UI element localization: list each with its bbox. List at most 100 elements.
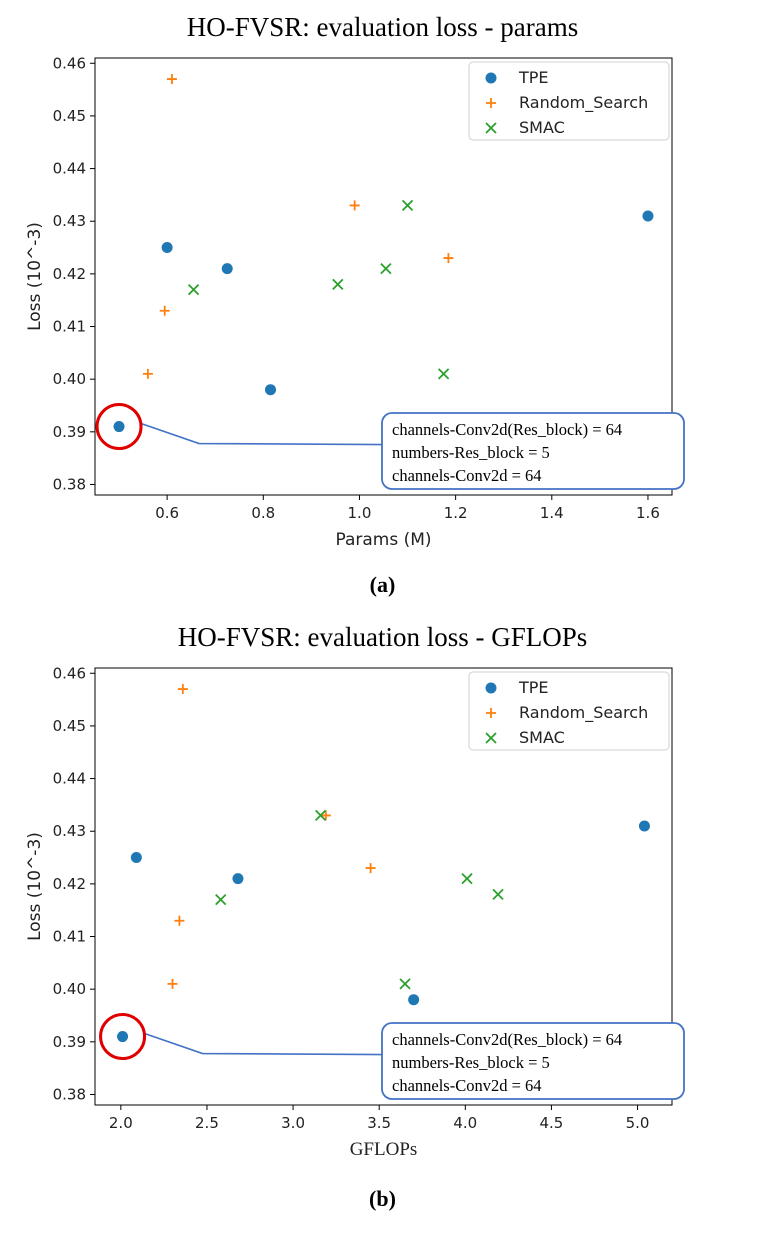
plot-frame: [94, 667, 673, 1106]
point-random-search: [167, 978, 178, 989]
y-axis-label: Loss (10^-3): [25, 832, 45, 941]
y-tick-label: 0.46: [53, 664, 86, 682]
legend-marker-random-search: [486, 708, 496, 718]
panel-label: (a): [369, 572, 396, 597]
scatter-chart-gflops: 0.38 0.39 0.40 0.41 0.42 0.43 0.44 0.45 0.46 2.0 2…: [25, 664, 685, 1160]
point-smac: [401, 199, 414, 212]
y-tick-label: 0.45: [53, 717, 86, 735]
annotation-leader-line: [140, 422, 383, 446]
point-smac: [492, 888, 504, 901]
point-random-search: [320, 810, 331, 821]
x-tick-label: 3.0: [281, 1114, 305, 1132]
x-tick-label: 2.5: [195, 1114, 219, 1132]
point-smac: [314, 809, 327, 822]
highlight-circle: [99, 1013, 147, 1061]
point-random-search: [443, 253, 454, 264]
point-tpe: [113, 421, 125, 433]
annotation-line: channels-Conv2d(Res_block) = 64: [392, 1030, 622, 1049]
annotation-leader-line: [144, 1032, 383, 1056]
y-tick-label: 0.40: [53, 980, 86, 998]
point-random-search: [159, 305, 170, 316]
legend-marker-smac: [485, 122, 497, 134]
point-tpe: [161, 242, 173, 254]
annotation-box: [381, 412, 685, 490]
x-tick-label: 1.6: [636, 504, 660, 522]
x-tick-label: 1.2: [444, 504, 468, 522]
y-tick-label: 0.38: [53, 475, 86, 493]
point-random-search: [142, 368, 153, 379]
point-smac: [215, 894, 227, 906]
legend-label: SMAC: [519, 728, 565, 747]
point-tpe: [221, 263, 233, 275]
y-axis-label: Loss (10^-3): [25, 222, 45, 331]
y-tick-label: 0.45: [53, 107, 86, 125]
y-tick-label: 0.44: [53, 770, 86, 788]
legend-label: SMAC: [519, 118, 565, 137]
legend-box: [468, 671, 670, 751]
point-smac: [380, 262, 392, 275]
chart-title: HO-FVSR: evaluation loss - params: [186, 12, 579, 42]
x-tick-label: 5.0: [626, 1114, 650, 1132]
point-smac: [187, 284, 200, 296]
point-smac: [399, 978, 411, 990]
annotation-line: channels-Conv2d(Res_block) = 64: [392, 420, 622, 439]
x-tick-label: 4.0: [453, 1114, 477, 1132]
y-tick-label: 0.38: [53, 1085, 86, 1103]
y-tick-label: 0.39: [53, 1033, 86, 1051]
annotation-line: numbers-Res_block = 5: [392, 443, 550, 462]
x-tick-label: 0.8: [251, 504, 275, 522]
point-random-search: [177, 684, 188, 695]
legend-label: TPE: [518, 68, 549, 87]
legend-marker-smac: [485, 732, 497, 744]
point-tpe: [638, 820, 650, 832]
y-tick-label: 0.43: [53, 212, 86, 230]
y-tick-label: 0.42: [53, 875, 86, 893]
scatter-chart-params: 0.38 0.39 0.40 0.41 0.42 0.43 0.44 0.45 0.46 0.6 0…: [25, 54, 685, 550]
x-tick-label: 1.4: [540, 504, 564, 522]
point-smac: [437, 368, 450, 380]
legend-label: Random_Search: [519, 93, 648, 113]
point-random-search: [166, 74, 177, 85]
chart-title: HO-FVSR: evaluation loss - GFLOPs: [177, 622, 588, 652]
y-tick-label: 0.42: [53, 265, 86, 283]
panel-label: (b): [369, 1186, 396, 1211]
y-tick-label: 0.44: [53, 160, 86, 178]
point-tpe: [117, 1031, 129, 1043]
x-tick-label: 4.5: [540, 1114, 564, 1132]
point-tpe: [642, 210, 654, 222]
legend-marker-tpe: [485, 72, 497, 84]
panel-a: HO-FVSR: evaluation loss - params 0.38 0.…: [0, 0, 765, 616]
legend-marker-tpe: [485, 682, 497, 694]
point-random-search: [365, 863, 376, 874]
point-tpe: [408, 994, 420, 1006]
annotation-line: channels-Conv2d = 64: [392, 1076, 542, 1095]
point-smac: [461, 872, 473, 885]
x-axis-label: GFLOPs: [350, 1139, 418, 1160]
point-tpe: [265, 384, 277, 396]
y-tick-label: 0.40: [53, 370, 86, 388]
y-tick-label: 0.46: [53, 54, 86, 72]
legend-marker-random-search: [486, 98, 496, 108]
x-axis-label: Params (M): [335, 530, 431, 550]
highlight-circle: [95, 403, 143, 451]
y-tick-label: 0.39: [53, 423, 86, 441]
point-random-search: [174, 915, 185, 926]
point-tpe: [130, 852, 142, 864]
plot-frame: [94, 57, 673, 496]
y-tick-label: 0.41: [53, 318, 86, 336]
legend-label: TPE: [518, 678, 549, 697]
y-tick-label: 0.41: [53, 928, 86, 946]
panel-b: HO-FVSR: evaluation loss - GFLOPs 0.38 0.…: [0, 616, 765, 1233]
x-tick-label: 3.5: [367, 1114, 391, 1132]
point-smac: [332, 278, 344, 291]
point-tpe: [232, 873, 244, 885]
legend-box: [468, 61, 670, 141]
x-tick-label: 2.0: [109, 1114, 133, 1132]
y-tick-label: 0.43: [53, 822, 86, 840]
point-random-search: [349, 200, 360, 211]
x-tick-label: 1.0: [348, 504, 372, 522]
x-tick-label: 0.6: [155, 504, 179, 522]
annotation-line: numbers-Res_block = 5: [392, 1053, 550, 1072]
annotation-line: channels-Conv2d = 64: [392, 466, 542, 485]
